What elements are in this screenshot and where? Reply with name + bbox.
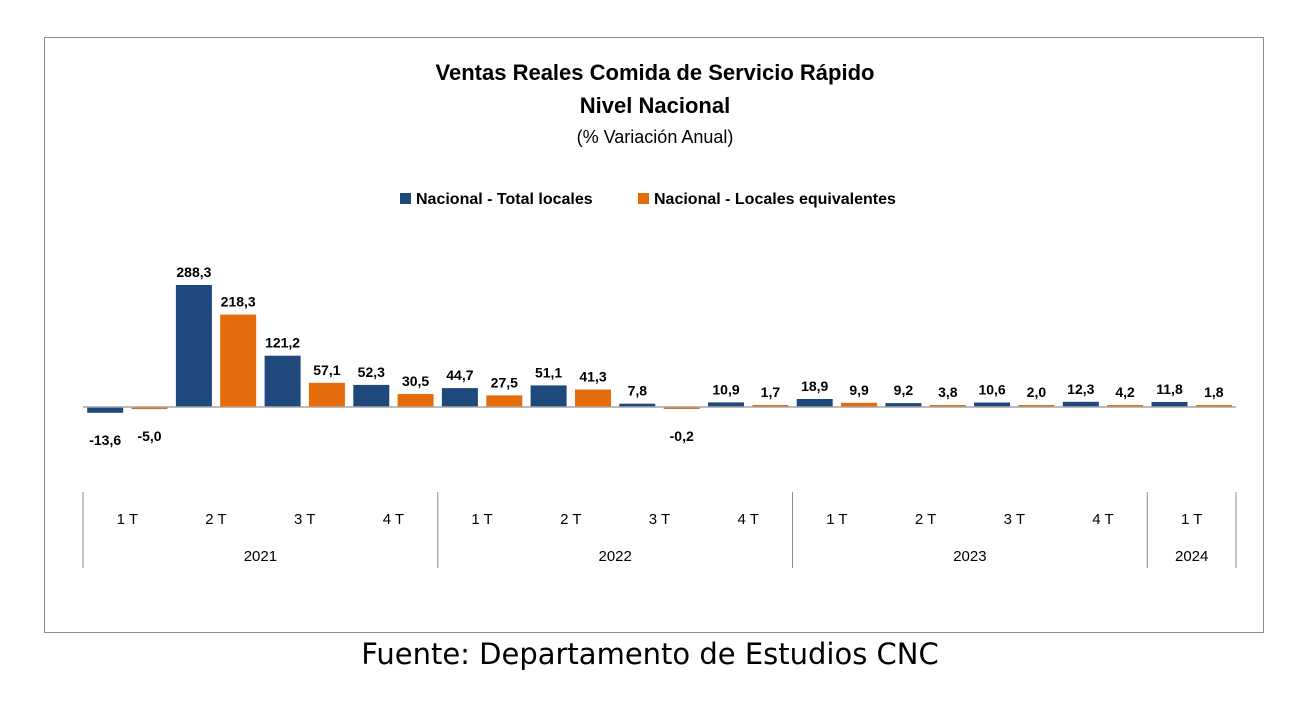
legend-swatch-equivalentes	[638, 193, 649, 204]
chart-unit-note: (% Variación Anual)	[577, 127, 734, 147]
value-label-total-7: 10,9	[712, 381, 739, 397]
category-label-4: 1 T	[471, 511, 492, 528]
bar-total-4	[441, 388, 478, 407]
category-label-10: 3 T	[1004, 511, 1025, 528]
bar-equivalentes-1	[220, 314, 257, 407]
value-label-total-0: -13,6	[89, 432, 121, 448]
chart-subtitle: Nivel Nacional	[580, 93, 730, 118]
value-label-equivalentes-11: 4,2	[1115, 384, 1135, 400]
bar-total-0	[87, 407, 124, 413]
value-label-total-11: 12,3	[1067, 381, 1094, 397]
bar-total-7	[708, 402, 744, 407]
value-label-equivalentes-3: 30,5	[402, 373, 429, 389]
category-label-12: 1 T	[1181, 511, 1202, 528]
value-label-total-5: 51,1	[535, 364, 562, 380]
bar-total-3	[353, 384, 390, 407]
year-label-2023: 2023	[953, 548, 986, 565]
value-label-total-4: 44,7	[446, 367, 473, 383]
bar-equivalentes-5	[575, 389, 611, 407]
value-label-total-1: 288,3	[176, 264, 211, 280]
chart-frame: Ventas Reales Comida de Servicio Rápido …	[44, 37, 1264, 633]
value-label-equivalentes-2: 57,1	[313, 362, 340, 378]
bar-equivalentes-10	[1018, 405, 1055, 407]
year-label-2021: 2021	[244, 548, 277, 565]
source-note: Fuente: Departamento de Estudios CNC	[361, 637, 939, 671]
value-label-equivalentes-7: 1,7	[761, 384, 781, 400]
legend-label-equivalentes: Nacional - Locales equivalentes	[654, 191, 896, 208]
value-label-total-9: 9,2	[894, 382, 914, 398]
bar-equivalentes-6	[663, 407, 700, 409]
value-label-equivalentes-10: 2,0	[1027, 384, 1047, 400]
bar-equivalentes-2	[308, 382, 345, 407]
value-label-total-8: 18,9	[801, 378, 828, 394]
bar-total-10	[974, 402, 1011, 407]
category-label-11: 4 T	[1092, 511, 1113, 528]
bar-total-9	[885, 403, 922, 407]
bar-total-2	[264, 355, 301, 407]
category-label-2: 3 T	[294, 511, 315, 528]
category-label-3: 4 T	[383, 511, 404, 528]
category-label-5: 2 T	[560, 511, 581, 528]
bars-layer	[87, 285, 1232, 413]
category-axis: 1 T 2 T 3 T 4 T 1 T 2 T 3 T 4 T 1 T 2 T 3 T 4 T 1 T 2…	[82, 492, 1237, 568]
bar-equivalentes-3	[397, 394, 434, 407]
bar-total-12	[1151, 402, 1188, 407]
legend-swatch-total	[400, 193, 411, 204]
category-label-0: 1 T	[117, 511, 138, 528]
bar-equivalentes-11	[1107, 405, 1144, 407]
year-label-2022: 2022	[599, 548, 632, 565]
value-label-total-12: 11,8	[1156, 381, 1183, 397]
value-label-equivalentes-1: 218,3	[221, 294, 256, 310]
value-label-total-10: 10,6	[978, 382, 1005, 398]
bar-total-11	[1062, 401, 1099, 407]
year-label-2024: 2024	[1175, 548, 1208, 565]
chart-title: Ventas Reales Comida de Servicio Rápido	[436, 60, 875, 85]
value-label-equivalentes-5: 41,3	[579, 369, 606, 385]
value-label-equivalentes-12: 1,8	[1204, 384, 1224, 400]
category-label-1: 2 T	[205, 511, 226, 528]
value-label-equivalentes-0: -5,0	[137, 428, 161, 444]
legend-label-total: Nacional - Total locales	[416, 191, 593, 208]
category-label-6: 3 T	[649, 511, 670, 528]
category-label-9: 2 T	[915, 511, 936, 528]
value-labels-layer: -13,6 288,3 121,2 52,3 44,7 51,1 7,8 10,9 18,9 9,…	[89, 264, 1224, 448]
bar-total-5	[530, 385, 567, 407]
bar-equivalentes-4	[486, 395, 523, 407]
bar-total-8	[796, 399, 833, 407]
value-label-equivalentes-4: 27,5	[491, 374, 518, 390]
bar-equivalentes-0	[131, 407, 168, 410]
bar-total-1	[175, 285, 212, 407]
bar-equivalentes-9	[929, 405, 966, 407]
value-label-equivalentes-6: -0,2	[670, 428, 694, 444]
value-label-total-3: 52,3	[358, 364, 385, 380]
value-label-equivalentes-9: 3,8	[938, 384, 958, 400]
bar-equivalentes-12	[1195, 405, 1232, 407]
bar-chart: Ventas Reales Comida de Servicio Rápido …	[82, 60, 1237, 568]
legend: Nacional - Total locales Nacional - Loca…	[400, 191, 896, 208]
value-label-total-2: 121,2	[265, 335, 300, 351]
bar-equivalentes-7	[752, 405, 789, 407]
category-label-7: 4 T	[737, 511, 758, 528]
value-label-equivalentes-8: 9,9	[849, 382, 869, 398]
category-label-8: 1 T	[826, 511, 847, 528]
bar-total-6	[619, 403, 656, 407]
value-label-total-6: 7,8	[628, 383, 648, 399]
bar-equivalentes-8	[841, 402, 878, 407]
